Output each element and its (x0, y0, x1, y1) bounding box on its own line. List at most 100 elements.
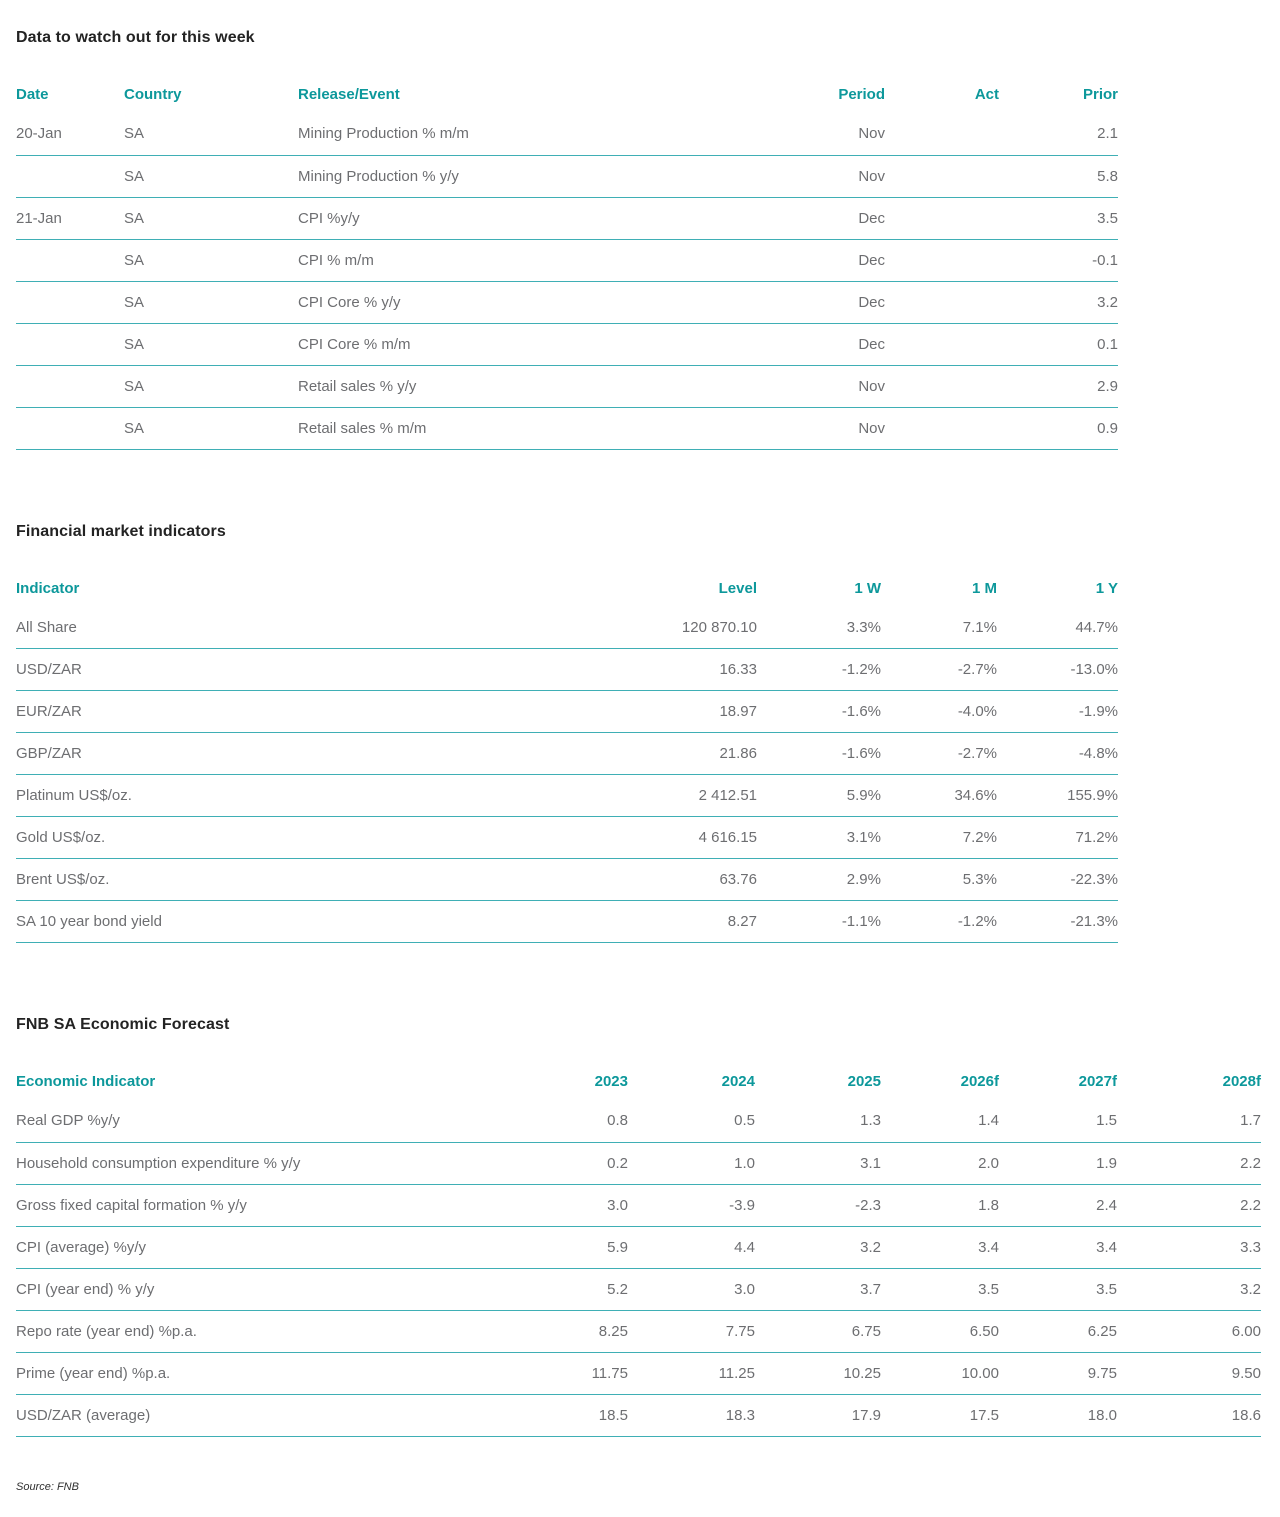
cell-release: Retail sales % y/y (298, 365, 718, 408)
cell-level: 4 616.15 (576, 816, 757, 859)
cell-act (885, 239, 999, 282)
col-header-prior: Prior (1082, 86, 1118, 103)
cell-date: 20-Jan (16, 113, 124, 156)
cell-2023: 0.2 (496, 1142, 628, 1185)
cell-2025: 10.25 (755, 1352, 881, 1395)
table-row: CPI (average) %y/y 5.9 4.4 3.2 3.4 3.4 3… (16, 1226, 1261, 1269)
table-row: Household consumption expenditure % y/y … (16, 1142, 1261, 1185)
col-header-indicator: Indicator (16, 579, 80, 597)
cell-level: 16.33 (576, 648, 757, 691)
cell-2028f: 2.2 (1117, 1142, 1261, 1185)
cell-1y: -1.9% (997, 690, 1118, 733)
cell-2027f: 18.0 (999, 1394, 1117, 1437)
table-row: USD/ZAR 16.33 -1.2% -2.7% -13.0% (16, 648, 1118, 691)
cell-level: 8.27 (576, 900, 757, 943)
cell-act (885, 113, 999, 156)
cell-country: SA (124, 113, 298, 156)
cell-1y: 44.7% (997, 606, 1118, 649)
cell-2027f: 2.4 (999, 1184, 1117, 1227)
cell-2028f: 3.2 (1117, 1268, 1261, 1311)
cell-2025: 3.1 (755, 1142, 881, 1185)
col-header-2025: 2025 (847, 1073, 881, 1090)
cell-1w: 5.9% (757, 774, 881, 817)
cell-2024: -3.9 (628, 1184, 755, 1227)
cell-2027f: 3.4 (999, 1226, 1117, 1269)
cell-level: 2 412.51 (576, 774, 757, 817)
cell-indicator: Platinum US$/oz. (16, 774, 576, 817)
cell-indicator: All Share (16, 606, 576, 649)
cell-2025: 6.75 (755, 1310, 881, 1353)
cell-2028f: 2.2 (1117, 1184, 1261, 1227)
table-row: Platinum US$/oz. 2 412.51 5.9% 34.6% 155… (16, 774, 1118, 817)
cell-period: Dec (718, 239, 885, 282)
cell-1m: 7.2% (881, 816, 997, 859)
cell-date (16, 281, 124, 324)
cell-act (885, 281, 999, 324)
cell-economic-indicator: Prime (year end) %p.a. (16, 1352, 496, 1395)
table-row: Gold US$/oz. 4 616.15 3.1% 7.2% 71.2% (16, 816, 1118, 859)
cell-prior: 3.2 (999, 281, 1118, 324)
cell-release: CPI %y/y (298, 197, 718, 240)
cell-2028f: 1.7 (1117, 1100, 1261, 1143)
cell-2027f: 3.5 (999, 1268, 1117, 1311)
cell-indicator: EUR/ZAR (16, 690, 576, 733)
cell-date (16, 407, 124, 450)
cell-2024: 7.75 (628, 1310, 755, 1353)
cell-country: SA (124, 407, 298, 450)
col-header-date: Date (16, 86, 49, 103)
table-row: Repo rate (year end) %p.a. 8.25 7.75 6.7… (16, 1310, 1261, 1353)
cell-level: 18.97 (576, 690, 757, 733)
cell-act (885, 155, 999, 198)
cell-country: SA (124, 323, 298, 366)
forecast-header-row: Economic Indicator 2023 2024 2025 2026f … (16, 1064, 1261, 1100)
cell-release: Mining Production % y/y (298, 155, 718, 198)
cell-1w: -1.1% (757, 900, 881, 943)
cell-period: Dec (718, 197, 885, 240)
cell-2024: 0.5 (628, 1100, 755, 1143)
cell-period: Nov (718, 365, 885, 408)
cell-date (16, 239, 124, 282)
cell-economic-indicator: USD/ZAR (average) (16, 1394, 496, 1437)
table-row: SA Retail sales % y/y Nov 2.9 (16, 365, 1118, 408)
cell-2027f: 6.25 (999, 1310, 1117, 1353)
cell-level: 21.86 (576, 732, 757, 775)
cell-economic-indicator: Gross fixed capital formation % y/y (16, 1184, 496, 1227)
cell-2024: 3.0 (628, 1268, 755, 1311)
cell-2023: 0.8 (496, 1100, 628, 1143)
cell-2023: 5.9 (496, 1226, 628, 1269)
cell-2027f: 9.75 (999, 1352, 1117, 1395)
cell-2026f: 1.8 (881, 1184, 999, 1227)
cell-1m: 7.1% (881, 606, 997, 649)
cell-indicator: SA 10 year bond yield (16, 900, 576, 943)
cell-economic-indicator: CPI (average) %y/y (16, 1226, 496, 1269)
cell-1m: -2.7% (881, 732, 997, 775)
col-header-2024: 2024 (721, 1073, 755, 1090)
cell-1y: -21.3% (997, 900, 1118, 943)
col-header-act: Act (974, 86, 999, 103)
cell-period: Nov (718, 113, 885, 156)
table-row: SA 10 year bond yield 8.27 -1.1% -1.2% -… (16, 900, 1118, 943)
cell-date (16, 323, 124, 366)
cell-1m: -1.2% (881, 900, 997, 943)
cell-period: Nov (718, 407, 885, 450)
cell-country: SA (124, 365, 298, 408)
market-header-row: Indicator Level 1 W 1 M 1 Y (16, 571, 1118, 607)
table-row: CPI (year end) % y/y 5.2 3.0 3.7 3.5 3.5… (16, 1268, 1261, 1311)
cell-1w: 3.3% (757, 606, 881, 649)
cell-2025: 17.9 (755, 1394, 881, 1437)
table-row: SA Mining Production % y/y Nov 5.8 (16, 155, 1118, 198)
cell-period: Nov (718, 155, 885, 198)
cell-2028f: 18.6 (1117, 1394, 1261, 1437)
cell-date: 21-Jan (16, 197, 124, 240)
table-row: USD/ZAR (average) 18.5 18.3 17.9 17.5 18… (16, 1394, 1261, 1437)
cell-prior: 2.9 (999, 365, 1118, 408)
cell-date (16, 155, 124, 198)
table-row: EUR/ZAR 18.97 -1.6% -4.0% -1.9% (16, 690, 1118, 733)
cell-indicator: Gold US$/oz. (16, 816, 576, 859)
cell-indicator: USD/ZAR (16, 648, 576, 691)
col-header-2028f: 2028f (1222, 1073, 1261, 1090)
cell-1y: -22.3% (997, 858, 1118, 901)
cell-act (885, 365, 999, 408)
cell-2025: 1.3 (755, 1100, 881, 1143)
cell-economic-indicator: Household consumption expenditure % y/y (16, 1142, 496, 1185)
